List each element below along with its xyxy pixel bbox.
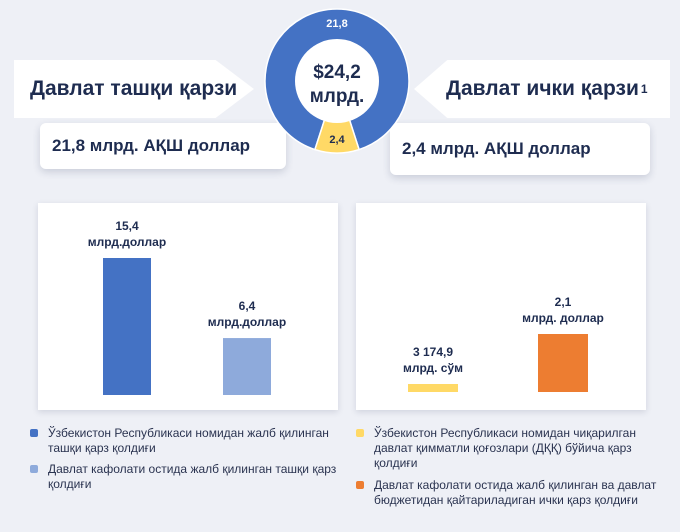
bar-value-label-1: 3 174,9: [413, 345, 453, 359]
internal-debt-footnote-mark: 1: [640, 82, 648, 96]
bar-unit-label-2: млрд.доллар: [208, 315, 286, 329]
internal-debt-amount-box: 2,4 млрд. АҚШ доллар: [390, 123, 650, 175]
donut-center-unit: млрд.: [310, 86, 365, 107]
donut-slice-label-1: 21,8: [326, 18, 347, 30]
bar-value-label-2: 2,1: [555, 295, 572, 309]
bar-unit-label-1: млрд.доллар: [88, 235, 166, 249]
bar-unit-label-2: млрд. доллар: [522, 311, 604, 325]
bar-2: [223, 338, 271, 395]
external-debt-amount: 21,8 млрд. АҚШ доллар: [52, 136, 251, 155]
internal-debt-panel: 3 174,9 млрд. сўм 2,1 млрд. доллар: [356, 203, 646, 410]
internal-debt-title: Давлат ички қарзи: [446, 77, 639, 100]
legend-swatch-orange: [356, 481, 364, 489]
internal-debt-amount: 2,4 млрд. АҚШ доллар: [402, 139, 591, 158]
external-debt-panel: 15,4 млрд.доллар 6,4 млрд.доллар: [38, 203, 338, 410]
legend-label: Давлат кафолати остида жалб қилинган таш…: [48, 462, 337, 491]
internal-debt-bar-chart: 3 174,9 млрд. сўм 2,1 млрд. доллар: [403, 295, 604, 392]
legend-swatch-yellow: [356, 429, 364, 437]
legend-label: Давлат кафолати остида жалб қилинган ва …: [374, 478, 657, 507]
bar-unit-label-1: млрд. сўм: [403, 361, 463, 375]
donut-center-value: $24,2: [313, 62, 361, 83]
bar-1: [408, 384, 458, 392]
internal-debt-arrow: Давлат ички қарзи 1: [414, 60, 670, 118]
external-debt-amount-box: 21,8 млрд. АҚШ доллар: [40, 123, 286, 169]
bar-1: [103, 258, 151, 395]
external-debt-bar-chart: 15,4 млрд.доллар 6,4 млрд.доллар: [88, 219, 286, 395]
legend-swatch-light-blue: [30, 465, 38, 473]
total-debt-donut: $24,2 млрд. 21,8 2,4: [264, 8, 410, 154]
bar-value-label-2: 6,4: [239, 299, 256, 313]
bar-2: [538, 334, 588, 392]
external-debt-title: Давлат ташқи қарзи: [30, 77, 238, 100]
legend-swatch-dark-blue: [30, 429, 38, 437]
legend-label: Ўзбекистон Республикаси номидан жалб қил…: [48, 426, 329, 455]
donut-slice-label-2: 2,4: [329, 134, 345, 146]
external-debt-arrow: Давлат ташқи қарзи: [14, 60, 254, 118]
legend-label: Ўзбекистон Республикаси номидан чиқарилг…: [374, 426, 636, 470]
bar-value-label-1: 15,4: [115, 219, 139, 233]
donut-hole: [295, 39, 379, 123]
